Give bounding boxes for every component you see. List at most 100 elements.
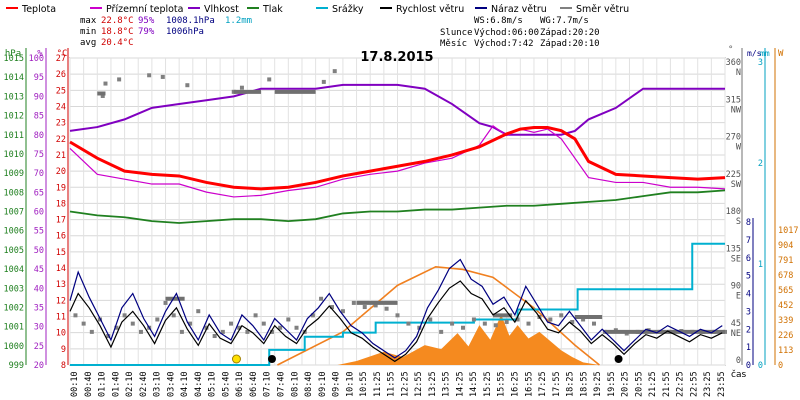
- dir-axis-tick: 90: [731, 282, 741, 292]
- dir-axis-tick: 315: [726, 95, 741, 105]
- temp-axis-unit: °C: [57, 49, 68, 59]
- stat-label-avg: avg: [80, 38, 96, 48]
- moon-rise-marker: [267, 355, 276, 363]
- solar-axis-tick: 226: [778, 331, 793, 341]
- x-tick: 05:10: [208, 371, 218, 397]
- dir-axis-label: SW: [731, 180, 742, 190]
- temp-axis-tick: 10: [56, 329, 66, 339]
- x-tick: 14:55: [469, 371, 479, 397]
- rain-axis-tick: 1: [758, 260, 763, 270]
- x-tick: 07:10: [263, 371, 273, 397]
- temp-axis-tick: 11: [56, 313, 66, 323]
- dir-axis-label: N: [736, 68, 741, 78]
- legend-label-rychlost: Rychlost větru: [396, 4, 464, 15]
- rain-line: [70, 242, 725, 366]
- wind-dir-point: [294, 325, 299, 330]
- moon-rise: Východ:7:42: [474, 39, 534, 49]
- ground-temp-line: [69, 125, 726, 198]
- legend-label-naraz: Náraz větru: [491, 4, 547, 15]
- temp-axis-tick: 26: [56, 70, 66, 80]
- x-tick: 11:25: [373, 371, 383, 397]
- wind-dir-point: [439, 329, 444, 334]
- x-tick: 23:25: [703, 371, 713, 397]
- x-tick: 19:55: [607, 371, 617, 397]
- info-panel: max 22.8°C 95% 1008.1hPa 1.2mm min 18.8°C 79% 10…: [80, 16, 600, 49]
- x-tick: 20:55: [634, 371, 644, 397]
- humidity-axis-tick: 55: [34, 227, 44, 237]
- temp-axis-tick: 22: [56, 135, 66, 145]
- stat-rain-max: 1.2mm: [225, 16, 252, 26]
- solar-axis-tick: 678: [778, 271, 793, 281]
- wind-dir-point: [171, 313, 176, 318]
- dir-axis-tick: 225: [726, 170, 741, 180]
- wind-dir-point: [515, 317, 520, 322]
- wind-dir-point: [406, 321, 411, 326]
- legend: Teplota Přízemní teplota Vlhkost Tlak Srážky…: [6, 4, 629, 15]
- stat-label-min: min: [80, 27, 96, 37]
- temperature-line: [69, 125, 726, 191]
- speed-axis-tick: 7: [746, 236, 751, 246]
- temp-axis-tick: 14: [56, 264, 66, 274]
- humidity-axis-tick: 100: [29, 54, 44, 64]
- solar-axis-unit: W: [778, 49, 784, 59]
- wind-dir-point: [351, 300, 356, 305]
- wind-dir-point: [362, 305, 367, 310]
- x-tick: 22:55: [689, 371, 699, 397]
- x-tick: 08:10: [290, 371, 300, 397]
- pressure-axis-tick: 1007: [4, 208, 24, 218]
- wind-dir-point: [330, 305, 334, 310]
- pressure-axis-tick: 1014: [4, 73, 24, 83]
- pressure-axis-tick: 1000: [4, 342, 24, 352]
- rain-axis-unit: mm: [760, 49, 770, 58]
- wind-dir-point: [114, 325, 119, 330]
- sun-marker: [231, 354, 241, 364]
- wind-dir-point: [185, 83, 190, 88]
- x-tick: 17:55: [552, 371, 562, 397]
- x-tick: 09:40: [332, 371, 342, 397]
- dir-axis-label: W: [736, 143, 742, 153]
- wind-dir-point: [81, 321, 86, 326]
- pressure-axis-tick: 1004: [4, 265, 24, 275]
- x-tick: 10:55: [359, 371, 369, 397]
- x-tick: 21:55: [662, 371, 672, 397]
- wind-dir-point: [581, 317, 586, 322]
- moon-label: Měsíc: [440, 39, 467, 49]
- wind-dir-point: [130, 321, 135, 326]
- x-tick: 06:40: [249, 371, 259, 397]
- solar-axis-tick: 113: [778, 346, 793, 356]
- wind-dir-point: [106, 334, 111, 339]
- humidity-line: [69, 83, 725, 136]
- x-tick: 12:55: [414, 371, 424, 397]
- x-tick: 16:25: [511, 371, 521, 397]
- wind-dir-point: [384, 306, 389, 311]
- solar-axis-tick: 904: [778, 241, 793, 251]
- wind-dir-point: [332, 69, 337, 74]
- x-tick: 13:25: [428, 371, 438, 397]
- stat-hum-max: 95%: [138, 16, 155, 26]
- humidity-axis-tick: 20: [34, 361, 44, 371]
- humidity-axis-tick: 40: [34, 284, 44, 294]
- wind-dir-point: [559, 313, 564, 318]
- humidity-axis-tick: 25: [34, 342, 44, 352]
- wind-dir-point: [245, 329, 250, 334]
- x-tick: 16:55: [524, 371, 534, 397]
- dir-axis-tick: 180: [726, 207, 741, 217]
- solar-axis-tick: 791: [778, 256, 793, 266]
- humidity-axis-tick: 35: [34, 303, 44, 313]
- dir-axis-label: S: [736, 217, 741, 227]
- x-tick: 03:40: [166, 371, 176, 397]
- wind-dir-point: [428, 317, 433, 322]
- humidity-axis-tick: 75: [34, 150, 44, 160]
- wind-dir-point: [220, 329, 225, 334]
- series-layer: [69, 69, 727, 366]
- wind-dir-point: [340, 309, 345, 314]
- humidity-axis-tick: 50: [34, 246, 44, 256]
- wind-dir-point: [461, 325, 465, 330]
- x-tick: 23:55: [717, 371, 727, 397]
- solar-axis-tick: 1017: [778, 226, 798, 236]
- wind-dir-point: [212, 334, 217, 339]
- wind-dir-point: [592, 321, 596, 326]
- x-tick: 17:25: [538, 371, 548, 397]
- temp-axis-tick: 18: [56, 199, 66, 209]
- x-tick: 15:55: [497, 371, 507, 397]
